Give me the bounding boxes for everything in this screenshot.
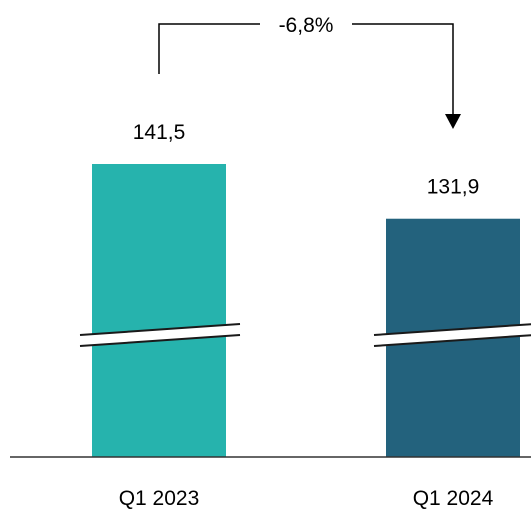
comparison-label-background [260, 10, 352, 38]
bar-q1-2023 [92, 164, 226, 457]
category-label-q1-2024: Q1 2024 [413, 487, 494, 510]
axis-break-line-lower-q1-2023 [79, 334, 241, 347]
comparison-arrowhead [445, 114, 461, 129]
bars-layer [92, 164, 520, 457]
value-label-q1-2024: 131,9 [427, 176, 480, 199]
axis-break-line-lower-q1-2024 [373, 334, 531, 347]
axis-break-line-upper-q1-2023 [79, 323, 241, 336]
axis-break-band-q1-2024 [374, 324, 531, 346]
axis-break-band-q1-2023 [80, 324, 240, 346]
labels-layer: 141,5 Q1 2023 131,9 Q1 2024 [119, 121, 494, 510]
comparison-connector: -6,8% [158, 10, 461, 129]
comparison-percent-label: -6,8% [279, 14, 334, 37]
axis-break-line-upper-q1-2024 [373, 323, 531, 336]
value-label-q1-2023: 141,5 [133, 121, 186, 144]
category-label-q1-2023: Q1 2023 [119, 487, 200, 510]
axis-break-layer [79, 323, 531, 347]
